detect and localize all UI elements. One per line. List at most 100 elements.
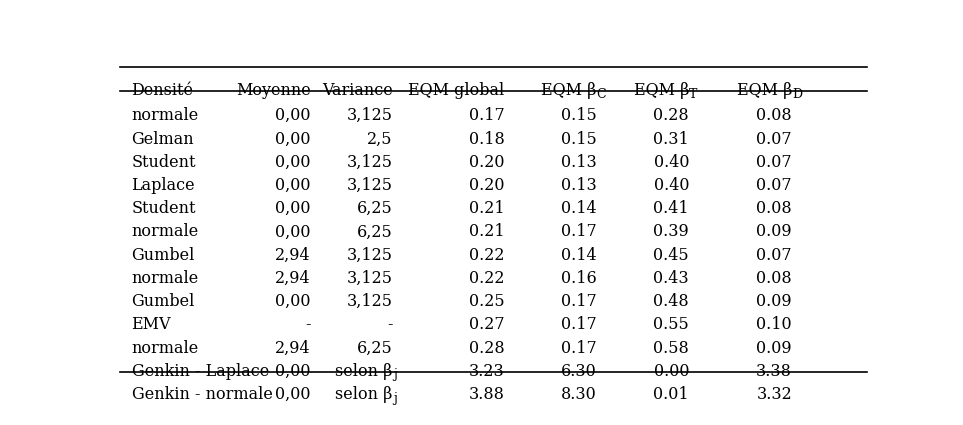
Text: 0.08: 0.08 bbox=[757, 270, 793, 287]
Text: 0,00: 0,00 bbox=[275, 200, 311, 217]
Text: 0,00: 0,00 bbox=[275, 154, 311, 171]
Text: 0,00: 0,00 bbox=[275, 224, 311, 241]
Text: 0.09: 0.09 bbox=[757, 293, 793, 310]
Text: 2,94: 2,94 bbox=[275, 246, 311, 264]
Text: Genkin - normale: Genkin - normale bbox=[132, 386, 273, 403]
Text: 0.55: 0.55 bbox=[653, 316, 690, 333]
Text: 0.20: 0.20 bbox=[469, 177, 505, 194]
Text: 3,125: 3,125 bbox=[347, 270, 393, 287]
Text: 0.17: 0.17 bbox=[560, 340, 596, 357]
Text: T: T bbox=[690, 88, 697, 101]
Text: 0.07: 0.07 bbox=[757, 154, 793, 171]
Text: 3,125: 3,125 bbox=[347, 293, 393, 310]
Text: 0.22: 0.22 bbox=[469, 270, 505, 287]
Text: 0.43: 0.43 bbox=[654, 270, 690, 287]
Text: Variance: Variance bbox=[322, 82, 393, 99]
Text: 0,00: 0,00 bbox=[275, 363, 311, 380]
Text: 2,94: 2,94 bbox=[275, 270, 311, 287]
Text: 6.30: 6.30 bbox=[560, 363, 596, 380]
Text: 6,25: 6,25 bbox=[357, 224, 393, 241]
Text: 0.45: 0.45 bbox=[654, 246, 690, 264]
Text: normale: normale bbox=[132, 107, 198, 124]
Text: 0,00: 0,00 bbox=[275, 386, 311, 403]
Text: 0.31: 0.31 bbox=[653, 130, 690, 147]
Text: 0.17: 0.17 bbox=[560, 316, 596, 333]
Text: 3.88: 3.88 bbox=[469, 386, 505, 403]
Text: selon β: selon β bbox=[335, 386, 393, 403]
Text: 0,00: 0,00 bbox=[275, 177, 311, 194]
Text: 0.07: 0.07 bbox=[757, 246, 793, 264]
Text: Densité: Densité bbox=[132, 82, 194, 99]
Text: j: j bbox=[393, 392, 397, 405]
Text: 3,125: 3,125 bbox=[347, 154, 393, 171]
Text: 0.48: 0.48 bbox=[654, 293, 690, 310]
Text: Student: Student bbox=[132, 154, 196, 171]
Text: 0.13: 0.13 bbox=[560, 154, 596, 171]
Text: EQM global: EQM global bbox=[408, 82, 505, 99]
Text: -: - bbox=[387, 316, 393, 333]
Text: normale: normale bbox=[132, 224, 198, 241]
Text: 0.09: 0.09 bbox=[757, 340, 793, 357]
Text: 0.07: 0.07 bbox=[757, 130, 793, 147]
Text: EQM β: EQM β bbox=[634, 82, 690, 99]
Text: Gumbel: Gumbel bbox=[132, 293, 195, 310]
Text: j: j bbox=[393, 368, 397, 381]
Text: 0,00: 0,00 bbox=[275, 107, 311, 124]
Text: 0.14: 0.14 bbox=[560, 246, 596, 264]
Text: 3,125: 3,125 bbox=[347, 177, 393, 194]
Text: Gumbel: Gumbel bbox=[132, 246, 195, 264]
Text: normale: normale bbox=[132, 270, 198, 287]
Text: 0.58: 0.58 bbox=[653, 340, 690, 357]
Text: EMV: EMV bbox=[132, 316, 171, 333]
Text: 0.28: 0.28 bbox=[469, 340, 505, 357]
Text: 0.01: 0.01 bbox=[654, 386, 690, 403]
Text: 0.22: 0.22 bbox=[469, 246, 505, 264]
Text: selon β: selon β bbox=[335, 363, 393, 380]
Text: 2,5: 2,5 bbox=[367, 130, 393, 147]
Text: EQM β: EQM β bbox=[541, 82, 596, 99]
Text: 0.00: 0.00 bbox=[654, 363, 690, 380]
Text: 0.27: 0.27 bbox=[469, 316, 505, 333]
Text: 3.23: 3.23 bbox=[469, 363, 505, 380]
Text: 0.10: 0.10 bbox=[757, 316, 793, 333]
Text: 0.18: 0.18 bbox=[469, 130, 505, 147]
Text: 0.16: 0.16 bbox=[560, 270, 596, 287]
Text: 0.15: 0.15 bbox=[560, 130, 596, 147]
Text: 3,125: 3,125 bbox=[347, 107, 393, 124]
Text: 0.17: 0.17 bbox=[469, 107, 505, 124]
Text: 0.08: 0.08 bbox=[757, 200, 793, 217]
Text: 2,94: 2,94 bbox=[275, 340, 311, 357]
Text: 0.17: 0.17 bbox=[560, 224, 596, 241]
Text: Genkin - Laplace: Genkin - Laplace bbox=[132, 363, 269, 380]
Text: 8.30: 8.30 bbox=[560, 386, 596, 403]
Text: 0,00: 0,00 bbox=[275, 293, 311, 310]
Text: 0.07: 0.07 bbox=[757, 177, 793, 194]
Text: 0.41: 0.41 bbox=[654, 200, 690, 217]
Text: Gelman: Gelman bbox=[132, 130, 195, 147]
Text: 0.21: 0.21 bbox=[469, 224, 505, 241]
Text: 0.21: 0.21 bbox=[469, 200, 505, 217]
Text: 6,25: 6,25 bbox=[357, 200, 393, 217]
Text: 0.14: 0.14 bbox=[560, 200, 596, 217]
Text: EQM β: EQM β bbox=[737, 82, 793, 99]
Text: 0.20: 0.20 bbox=[469, 154, 505, 171]
Text: Laplace: Laplace bbox=[132, 177, 195, 194]
Text: 0.28: 0.28 bbox=[654, 107, 690, 124]
Text: 3,125: 3,125 bbox=[347, 246, 393, 264]
Text: 0.25: 0.25 bbox=[469, 293, 505, 310]
Text: 0.40: 0.40 bbox=[654, 177, 690, 194]
Text: 0.13: 0.13 bbox=[560, 177, 596, 194]
Text: 0,00: 0,00 bbox=[275, 130, 311, 147]
Text: 0.39: 0.39 bbox=[653, 224, 690, 241]
Text: C: C bbox=[596, 88, 606, 101]
Text: Student: Student bbox=[132, 200, 196, 217]
Text: 3.38: 3.38 bbox=[756, 363, 793, 380]
Text: 0.17: 0.17 bbox=[560, 293, 596, 310]
Text: 0.15: 0.15 bbox=[560, 107, 596, 124]
Text: 0.09: 0.09 bbox=[757, 224, 793, 241]
Text: D: D bbox=[793, 88, 802, 101]
Text: 6,25: 6,25 bbox=[357, 340, 393, 357]
Text: -: - bbox=[305, 316, 311, 333]
Text: 0.40: 0.40 bbox=[654, 154, 690, 171]
Text: 3.32: 3.32 bbox=[756, 386, 793, 403]
